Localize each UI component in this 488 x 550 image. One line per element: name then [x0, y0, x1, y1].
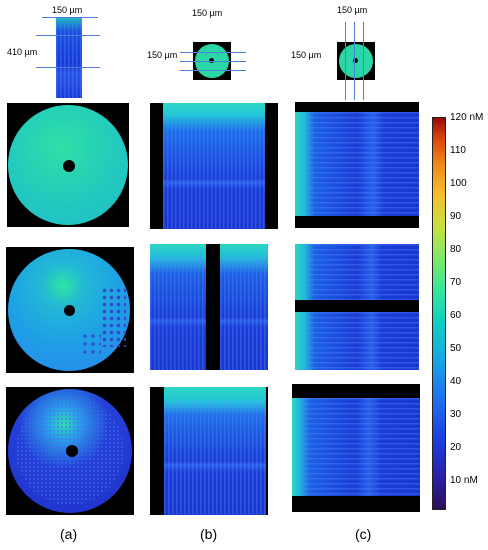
- label-c-width: 150 µm: [337, 5, 368, 15]
- schematic-b-line-3: [180, 70, 246, 71]
- label-a-height: 410 µm: [7, 47, 38, 57]
- image-a-row3: [6, 387, 134, 515]
- schematic-b-line-1: [180, 52, 246, 53]
- image-a-row1: [7, 103, 129, 227]
- schematic-a-line-low: [36, 67, 100, 68]
- panel-label-b: (b): [200, 526, 218, 542]
- image-b-row3: [150, 387, 268, 515]
- schematic-b-line-2: [180, 61, 246, 62]
- panel-label-a: (a): [60, 526, 78, 542]
- schematic-c-line-1: [345, 22, 346, 100]
- colorbar-tick-90: 90: [450, 211, 462, 222]
- schematic-a-line-top: [42, 17, 98, 18]
- image-a-row2: [6, 247, 134, 373]
- label-a-width: 150 µm: [52, 5, 83, 15]
- colorbar-tick-110: 110: [450, 145, 466, 156]
- panel-label-c: (c): [355, 526, 372, 542]
- image-c-row3: [292, 384, 420, 512]
- schematic-c-line-3: [363, 22, 364, 100]
- schematic-c-line-2: [354, 22, 355, 100]
- colorbar-tick-70: 70: [450, 277, 462, 288]
- image-c-row2: [295, 244, 419, 370]
- colorbar-tick-30: 30: [450, 409, 462, 420]
- label-b-width: 150 µm: [192, 8, 223, 18]
- colorbar-tick-80: 80: [450, 244, 462, 255]
- image-b-row1: [150, 103, 278, 229]
- colorbar-tick-50: 50: [450, 343, 462, 354]
- schematic-c-frame: [337, 42, 375, 80]
- colorbar-tick-100: 100: [450, 178, 467, 189]
- image-b-row2: [150, 244, 268, 370]
- colorbar-tick-40: 40: [450, 376, 462, 387]
- colorbar-tick-60: 60: [450, 310, 462, 321]
- image-c-row1: [295, 102, 419, 228]
- colorbar: [432, 117, 446, 510]
- colorbar-tick-10: 10 nM: [450, 475, 478, 486]
- schematic-a-line-mid: [36, 35, 100, 36]
- colorbar-tick-20: 20: [450, 442, 462, 453]
- colorbar-tick-120: 120 nM: [450, 112, 484, 123]
- label-b-height: 150 µm: [147, 50, 178, 60]
- label-c-height: 150 µm: [291, 50, 322, 60]
- schematic-a-column: [56, 17, 82, 98]
